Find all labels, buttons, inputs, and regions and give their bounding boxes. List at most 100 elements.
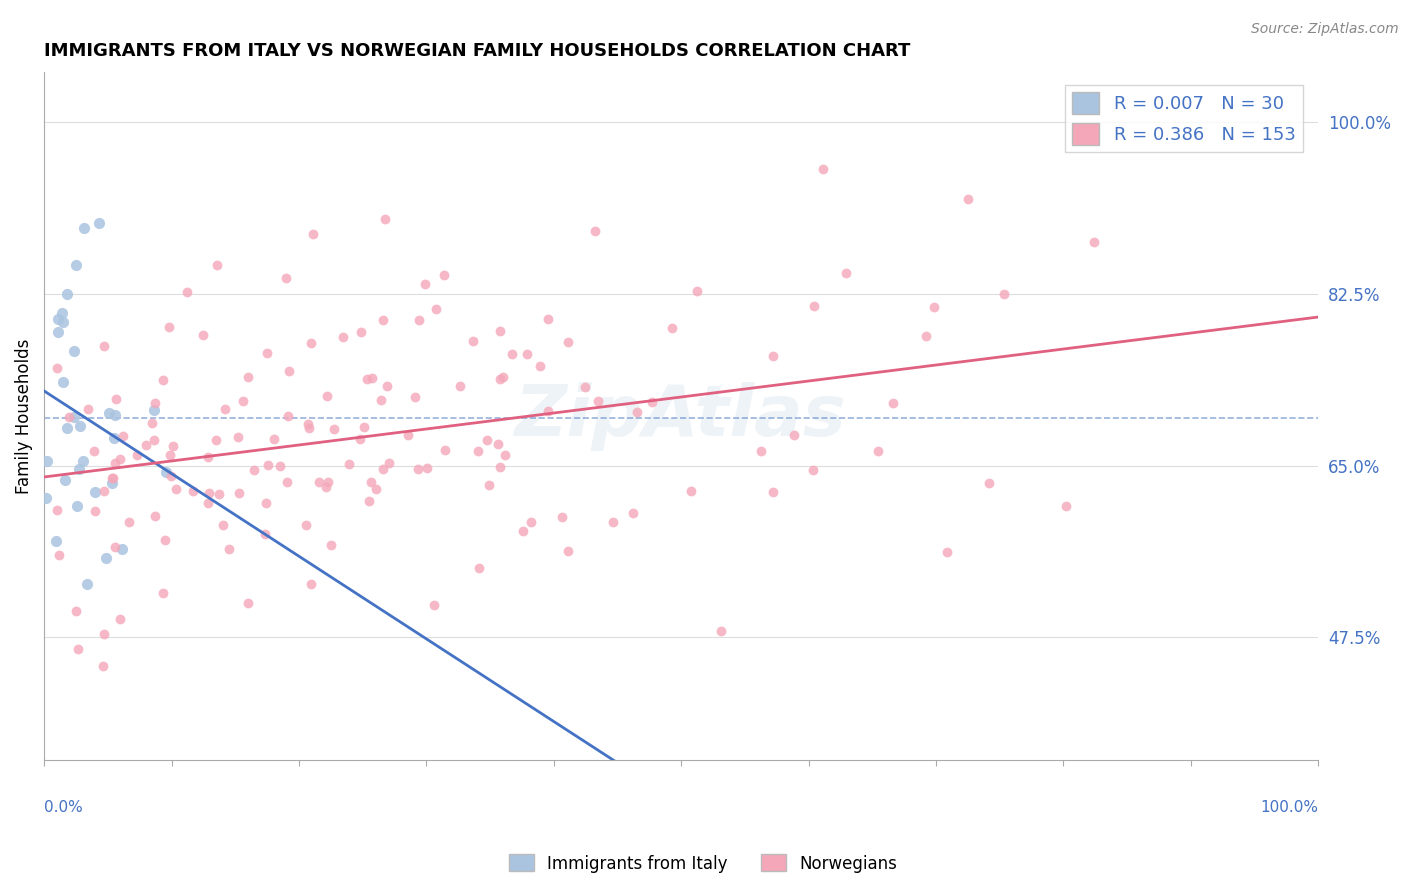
Point [882, 395, 904, 409]
Point [53, 473, 76, 487]
Point [91, 659, 114, 673]
Point [118, 515, 141, 529]
Point [274, 271, 297, 285]
Point [936, 545, 959, 559]
Point [191, 328, 214, 343]
Point [413, 277, 436, 292]
Point [489, 324, 512, 338]
Point [404, 390, 426, 404]
Point [104, 456, 127, 470]
Point [449, 378, 471, 392]
Point [141, 417, 163, 431]
Point [835, 266, 858, 280]
Point [366, 482, 388, 496]
Point [143, 403, 166, 417]
Point [46, 311, 69, 326]
Point [101, 475, 124, 490]
Point [489, 459, 512, 474]
Point [52, 315, 75, 329]
Point [176, 285, 198, 299]
Point [681, 484, 703, 499]
Point [162, 439, 184, 453]
Point [640, 395, 662, 409]
Point [323, 422, 346, 436]
Point [103, 470, 125, 484]
Point [467, 560, 489, 574]
Point [66, 500, 89, 514]
Point [377, 456, 399, 470]
Point [253, 527, 276, 541]
Point [370, 392, 392, 407]
Point [214, 402, 236, 417]
Point [915, 328, 938, 343]
Point [111, 542, 134, 557]
Point [51, 306, 73, 320]
Point [574, 380, 596, 394]
Point [103, 431, 125, 445]
Point [811, 162, 834, 177]
Point [65, 604, 87, 618]
Point [537, 403, 560, 417]
Point [277, 409, 299, 423]
Point [316, 389, 339, 403]
Point [626, 405, 648, 419]
Point [762, 485, 785, 500]
Point [46, 360, 69, 375]
Point [84, 484, 107, 499]
Point [45, 533, 67, 548]
Point [218, 541, 240, 556]
Point [110, 612, 132, 626]
Point [45, 503, 67, 517]
Point [356, 372, 378, 386]
Text: 100.0%: 100.0% [1260, 799, 1319, 814]
Point [155, 465, 177, 479]
Point [868, 444, 890, 458]
Point [494, 448, 516, 462]
Point [83, 443, 105, 458]
Point [159, 448, 181, 462]
Point [67, 461, 90, 475]
Point [243, 463, 266, 477]
Point [512, 524, 534, 538]
Point [349, 432, 371, 446]
Point [360, 475, 382, 490]
Point [461, 334, 484, 348]
Point [165, 482, 187, 496]
Point [661, 321, 683, 335]
Point [602, 515, 624, 529]
Y-axis label: Family Households: Family Households [15, 339, 32, 494]
Point [197, 496, 219, 510]
Point [105, 392, 128, 406]
Point [52, 375, 75, 389]
Point [256, 345, 278, 359]
Point [236, 369, 259, 384]
Point [153, 533, 176, 548]
Point [353, 420, 375, 434]
Point [63, 343, 86, 358]
Point [254, 496, 277, 510]
Point [557, 544, 579, 558]
Point [183, 484, 205, 499]
Point [212, 517, 235, 532]
Point [475, 433, 498, 447]
Point [1054, 499, 1077, 513]
Point [467, 443, 489, 458]
Text: ZipAtlas: ZipAtlas [516, 382, 846, 450]
Point [98, 406, 121, 420]
Point [297, 417, 319, 432]
Point [160, 469, 183, 483]
Point [416, 460, 439, 475]
Point [1083, 235, 1105, 249]
Point [803, 299, 825, 313]
Point [299, 335, 322, 350]
Legend: Immigrants from Italy, Norwegians: Immigrants from Italy, Norwegians [502, 847, 904, 880]
Point [143, 396, 166, 410]
Point [977, 475, 1000, 490]
Point [408, 313, 430, 327]
Point [557, 334, 579, 349]
Point [357, 493, 380, 508]
Point [492, 369, 515, 384]
Point [208, 487, 231, 501]
Point [993, 286, 1015, 301]
Point [529, 359, 551, 374]
